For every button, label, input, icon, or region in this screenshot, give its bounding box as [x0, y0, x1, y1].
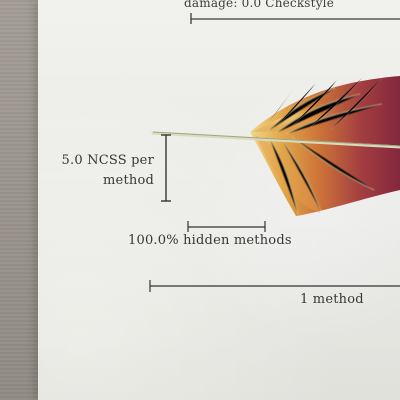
ncss-per-method-label: 5.0 NCSS per method	[61, 153, 154, 188]
hidden-methods-label: 100.0% hidden methods	[128, 233, 292, 248]
hidden-methods-scale	[187, 221, 266, 232]
ncss-scale-bracket	[161, 134, 171, 202]
method-count-scale	[149, 280, 400, 292]
top-scale-line	[190, 13, 400, 24]
method-count-label: 1 method	[300, 292, 364, 307]
feather-shaft	[151, 131, 400, 149]
feather-icon	[250, 76, 400, 216]
top-caption: damage: 0.0 Checkstyle	[184, 0, 335, 10]
